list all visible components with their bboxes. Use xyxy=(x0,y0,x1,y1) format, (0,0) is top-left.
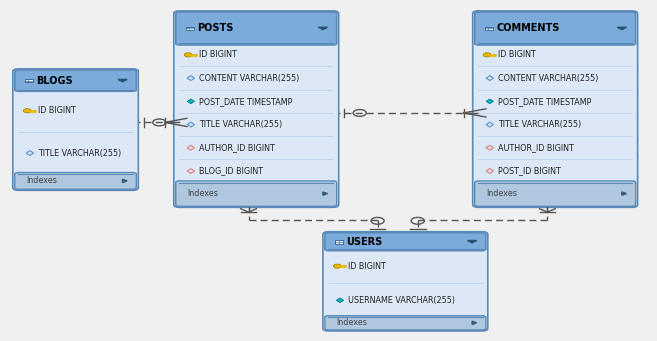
FancyBboxPatch shape xyxy=(472,11,637,207)
Text: USERNAME VARCHAR(255): USERNAME VARCHAR(255) xyxy=(348,296,455,305)
Polygon shape xyxy=(467,240,476,243)
FancyBboxPatch shape xyxy=(173,11,339,207)
FancyBboxPatch shape xyxy=(325,233,486,251)
Polygon shape xyxy=(118,79,127,82)
Polygon shape xyxy=(122,179,127,182)
FancyBboxPatch shape xyxy=(15,173,137,189)
FancyBboxPatch shape xyxy=(485,27,493,30)
FancyBboxPatch shape xyxy=(176,181,336,206)
Circle shape xyxy=(184,53,193,57)
Polygon shape xyxy=(318,27,328,30)
Text: POST_DATE TIMESTAMP: POST_DATE TIMESTAMP xyxy=(498,97,591,106)
Text: POST_DATE TIMESTAMP: POST_DATE TIMESTAMP xyxy=(198,97,292,106)
Text: ID BIGINT: ID BIGINT xyxy=(348,262,386,271)
Text: CONTENT VARCHAR(255): CONTENT VARCHAR(255) xyxy=(198,74,299,83)
Text: TITLE VARCHAR(255): TITLE VARCHAR(255) xyxy=(198,120,282,129)
Text: USERS: USERS xyxy=(347,237,383,247)
FancyBboxPatch shape xyxy=(474,181,636,206)
Text: TITLE VARCHAR(255): TITLE VARCHAR(255) xyxy=(38,149,121,158)
Circle shape xyxy=(24,109,32,113)
FancyBboxPatch shape xyxy=(15,70,137,91)
FancyBboxPatch shape xyxy=(13,69,139,190)
Text: BLOGS: BLOGS xyxy=(37,76,73,86)
Text: AUTHOR_ID BIGINT: AUTHOR_ID BIGINT xyxy=(198,143,275,152)
Text: BLOG_ID BIGINT: BLOG_ID BIGINT xyxy=(198,166,263,176)
Text: ID BIGINT: ID BIGINT xyxy=(198,50,237,59)
Circle shape xyxy=(333,264,342,268)
Text: Indexes: Indexes xyxy=(486,189,516,198)
Polygon shape xyxy=(486,99,493,104)
Polygon shape xyxy=(617,27,627,30)
FancyBboxPatch shape xyxy=(25,79,34,83)
Polygon shape xyxy=(336,298,344,303)
FancyBboxPatch shape xyxy=(474,12,636,45)
Polygon shape xyxy=(622,192,627,195)
Circle shape xyxy=(483,53,491,57)
Polygon shape xyxy=(187,99,194,104)
Text: AUTHOR_ID BIGINT: AUTHOR_ID BIGINT xyxy=(498,143,574,152)
Text: POST_ID BIGINT: POST_ID BIGINT xyxy=(498,166,560,176)
Text: Indexes: Indexes xyxy=(26,176,57,186)
Text: TITLE VARCHAR(255): TITLE VARCHAR(255) xyxy=(498,120,581,129)
Polygon shape xyxy=(323,192,328,195)
Text: POSTS: POSTS xyxy=(198,24,234,33)
FancyBboxPatch shape xyxy=(176,12,336,45)
FancyBboxPatch shape xyxy=(325,316,486,330)
FancyBboxPatch shape xyxy=(334,240,343,243)
Text: ID BIGINT: ID BIGINT xyxy=(498,50,535,59)
Text: CONTENT VARCHAR(255): CONTENT VARCHAR(255) xyxy=(498,74,598,83)
Text: ID BIGINT: ID BIGINT xyxy=(38,106,76,115)
FancyBboxPatch shape xyxy=(186,27,194,30)
Polygon shape xyxy=(472,321,476,325)
FancyBboxPatch shape xyxy=(323,232,487,331)
Text: COMMENTS: COMMENTS xyxy=(497,24,560,33)
Text: Indexes: Indexes xyxy=(336,318,367,327)
Text: Indexes: Indexes xyxy=(187,189,217,198)
